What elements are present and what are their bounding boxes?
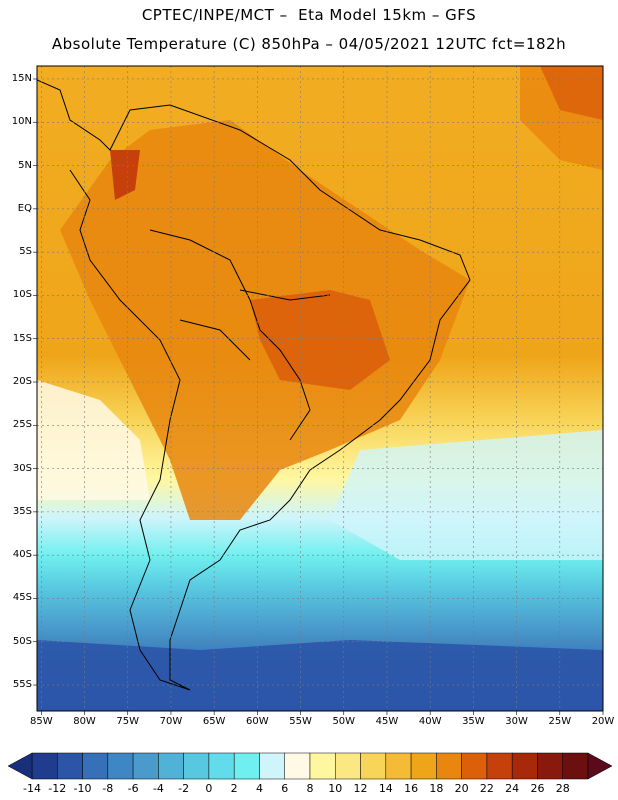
coastlines <box>37 79 471 691</box>
lon-label: 50W <box>332 716 356 727</box>
lat-label: 15S <box>12 332 32 344</box>
colorbar-label: 26 <box>530 782 545 795</box>
colorbar-segment <box>183 752 210 780</box>
colorbar-segment <box>233 752 260 780</box>
colorbar-label: 12 <box>353 782 368 795</box>
chart-title-line1: CPTEC/INPE/MCT – Eta Model 15km – GFS <box>141 6 477 24</box>
colorbar-segment <box>259 752 285 780</box>
colorbar-segment <box>436 752 462 780</box>
lat-label: 15N <box>11 72 32 84</box>
colorbar-segment <box>335 752 361 780</box>
lon-label: 55W <box>289 716 312 727</box>
colorbar-label: 22 <box>479 782 494 795</box>
lat-label: EQ <box>17 202 32 214</box>
colorbar-segment <box>82 752 109 780</box>
colorbar-segment <box>360 752 387 780</box>
lon-label: 70W <box>159 716 183 727</box>
colorbar-label: -6 <box>127 782 139 795</box>
colorbar-label: 16 <box>404 782 419 795</box>
colorbar-label: -10 <box>73 782 92 795</box>
colorbar-segment <box>461 752 488 780</box>
lat-label: 40S <box>12 549 32 561</box>
colorbar-segment <box>309 752 336 780</box>
lat-label: 5N <box>18 159 32 171</box>
colorbar-max-arrow <box>587 752 613 780</box>
colorbar-label: -8 <box>102 782 114 795</box>
colorbar-label: 18 <box>429 782 444 795</box>
lon-label: 80W <box>73 716 96 727</box>
lat-label: 35S <box>12 505 32 517</box>
colorbar-label: 20 <box>454 782 469 795</box>
colorbar-label: 6 <box>281 782 289 795</box>
colorbar-segment <box>107 752 134 780</box>
colorbar-segment <box>562 752 589 780</box>
lon-label: 45W <box>375 716 399 727</box>
lat-label: 5S <box>19 246 32 258</box>
lat-label: 30S <box>12 462 32 474</box>
colorbar-segment <box>537 752 563 780</box>
colorbar-label: 24 <box>505 782 520 795</box>
colorbar-segment <box>57 752 83 780</box>
colorbar-label: 2 <box>230 782 238 795</box>
colorbar-label: 4 <box>255 782 263 795</box>
lat-label: 50S <box>12 635 32 647</box>
colorbar-segment <box>31 752 58 780</box>
colorbar-label: -14 <box>23 782 41 795</box>
lon-label: 85W <box>30 716 53 727</box>
chart-title-line2: Absolute Temperature (C) 850hPa – 04/05/… <box>51 35 567 53</box>
colorbar-segment <box>208 752 235 780</box>
colorbar-segment <box>410 752 437 780</box>
colorbar-min-arrow <box>7 752 33 780</box>
colorbar-label: 8 <box>306 782 314 795</box>
lat-label: 10N <box>11 116 32 128</box>
colorbar-label: 10 <box>328 782 343 795</box>
lon-label: 35W <box>462 716 485 727</box>
colorbar-label: -12 <box>48 782 67 795</box>
lon-label: 20W <box>591 716 615 727</box>
colorbar-segment <box>132 752 159 780</box>
lon-label: 65W <box>202 716 226 727</box>
colorbar <box>7 752 613 780</box>
map-frame <box>36 65 604 712</box>
temperature-field <box>37 66 603 711</box>
lat-label: 55S <box>12 679 32 691</box>
lon-label: 60W <box>246 716 269 727</box>
colorbar-segment <box>511 752 538 780</box>
colorbar-segment <box>158 752 184 780</box>
lat-label: 25S <box>12 419 32 431</box>
colorbar-label: 28 <box>555 782 570 795</box>
colorbar-label: -4 <box>152 782 164 795</box>
colorbar-segment <box>486 752 513 780</box>
lon-label: 30W <box>505 716 528 727</box>
lon-label: 40W <box>418 716 442 727</box>
lon-label: 25W <box>548 716 572 727</box>
lat-label: 20S <box>12 376 32 387</box>
lon-label: 75W <box>116 716 140 727</box>
lat-label: 45S <box>12 592 32 604</box>
colorbar-segment <box>284 752 311 780</box>
lat-label: 10S <box>12 289 32 301</box>
colorbar-label: 0 <box>205 782 213 795</box>
lat-lon-grid <box>33 66 604 715</box>
colorbar-segment <box>385 752 412 780</box>
colorbar-label: 14 <box>378 782 393 795</box>
colorbar-label: -2 <box>178 782 190 795</box>
